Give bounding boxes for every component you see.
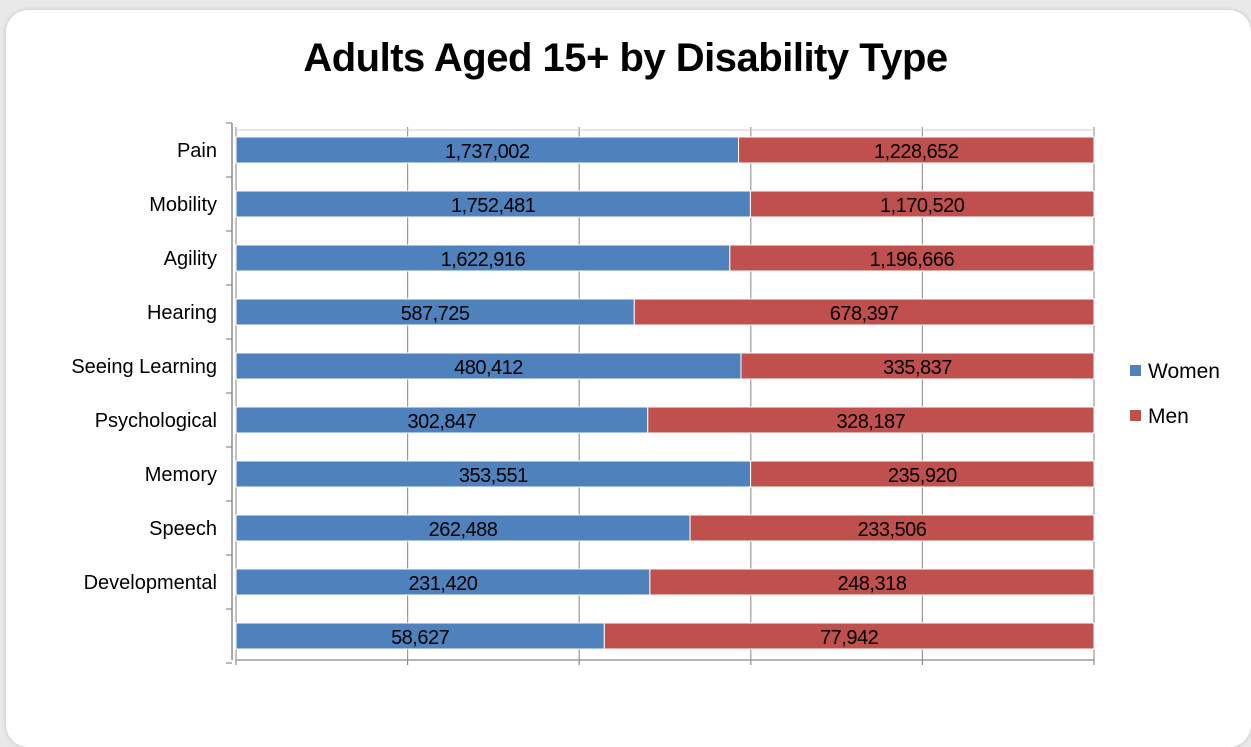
data-label-men: 233,506 bbox=[858, 519, 927, 541]
data-label-men: 328,187 bbox=[836, 411, 905, 433]
category-label: Developmental bbox=[84, 572, 217, 594]
data-label-women: 1,752,481 bbox=[451, 195, 536, 217]
category-label: Seeing Learning bbox=[71, 356, 217, 378]
legend-item-women: Women bbox=[1130, 360, 1220, 384]
data-label-men: 77,942 bbox=[820, 627, 879, 649]
legend-label-men: Men bbox=[1148, 405, 1189, 428]
data-label-women: 353,551 bbox=[459, 465, 528, 487]
data-label-men: 678,397 bbox=[830, 303, 899, 325]
legend-item-men: Men bbox=[1130, 405, 1189, 429]
data-label-men: 1,170,520 bbox=[880, 195, 965, 217]
legend-swatch-women bbox=[1130, 365, 1141, 376]
data-label-women: 58,627 bbox=[391, 627, 450, 649]
category-label: Speech bbox=[149, 518, 217, 540]
category-label: Hearing bbox=[147, 302, 217, 324]
data-label-women: 262,488 bbox=[429, 519, 498, 541]
data-label-women: 480,412 bbox=[454, 357, 523, 379]
category-label: Psychological bbox=[95, 410, 217, 432]
category-label: Memory bbox=[145, 464, 217, 486]
data-label-men: 1,228,652 bbox=[874, 141, 959, 163]
data-label-women: 1,737,002 bbox=[445, 141, 530, 163]
category-label: Pain bbox=[177, 140, 217, 162]
legend-swatch-men bbox=[1130, 410, 1141, 421]
data-label-men: 235,920 bbox=[888, 465, 957, 487]
data-label-men: 248,318 bbox=[838, 573, 907, 595]
data-label-women: 587,725 bbox=[401, 303, 470, 325]
data-label-men: 335,837 bbox=[883, 357, 952, 379]
category-label: Mobility bbox=[149, 194, 217, 216]
legend-label-women: Women bbox=[1148, 360, 1220, 383]
data-label-men: 1,196,666 bbox=[870, 249, 955, 271]
category-label: Agility bbox=[164, 248, 217, 270]
data-label-women: 1,622,916 bbox=[441, 249, 526, 271]
data-label-women: 231,420 bbox=[409, 573, 478, 595]
data-label-women: 302,847 bbox=[407, 411, 476, 433]
